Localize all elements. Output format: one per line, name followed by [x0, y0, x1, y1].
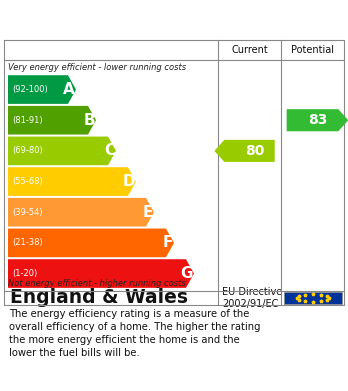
- Polygon shape: [8, 229, 174, 257]
- Text: (1-20): (1-20): [12, 269, 37, 278]
- Polygon shape: [8, 75, 76, 104]
- Text: 80: 80: [245, 144, 264, 158]
- Text: (81-91): (81-91): [12, 116, 42, 125]
- Text: 83: 83: [308, 113, 327, 127]
- Text: D: D: [122, 174, 135, 189]
- Text: F: F: [163, 235, 173, 250]
- Text: Energy Efficiency Rating: Energy Efficiency Rating: [9, 10, 238, 28]
- Text: (21-38): (21-38): [12, 239, 43, 248]
- Polygon shape: [8, 167, 136, 196]
- Text: C: C: [104, 143, 115, 158]
- Text: G: G: [181, 266, 193, 281]
- Text: Current: Current: [231, 45, 268, 55]
- Polygon shape: [214, 140, 275, 162]
- Text: EU Directive
2002/91/EC: EU Directive 2002/91/EC: [222, 287, 282, 309]
- Text: Very energy efficient - lower running costs: Very energy efficient - lower running co…: [8, 63, 186, 72]
- Text: B: B: [84, 113, 95, 128]
- Text: England & Wales: England & Wales: [10, 289, 188, 307]
- Text: (69-80): (69-80): [12, 146, 43, 155]
- Polygon shape: [8, 259, 194, 288]
- Text: Not energy efficient - higher running costs: Not energy efficient - higher running co…: [8, 279, 186, 288]
- Text: E: E: [143, 205, 153, 220]
- Bar: [284, 292, 342, 304]
- Text: A: A: [63, 82, 75, 97]
- Polygon shape: [8, 198, 154, 226]
- Polygon shape: [8, 106, 96, 135]
- Text: (92-100): (92-100): [12, 85, 48, 94]
- Text: The energy efficiency rating is a measure of the
overall efficiency of a home. T: The energy efficiency rating is a measur…: [9, 309, 260, 359]
- Text: (55-68): (55-68): [12, 177, 43, 186]
- Polygon shape: [287, 109, 348, 131]
- Text: (39-54): (39-54): [12, 208, 42, 217]
- Text: Potential: Potential: [291, 45, 334, 55]
- Polygon shape: [8, 136, 116, 165]
